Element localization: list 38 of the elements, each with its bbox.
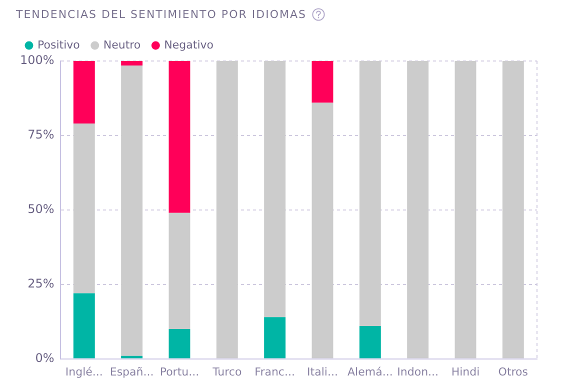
x-tick-label: Alemá... bbox=[348, 365, 393, 378]
y-tick-label: 0% bbox=[35, 350, 54, 365]
x-tick-label: Franc... bbox=[254, 365, 295, 378]
legend-label: Neutro bbox=[103, 38, 141, 52]
bar bbox=[73, 124, 95, 294]
bar bbox=[168, 61, 190, 213]
bar bbox=[264, 61, 286, 318]
bar bbox=[502, 61, 524, 358]
bar bbox=[359, 326, 381, 358]
x-tick-label: Turco bbox=[212, 365, 242, 378]
x-tick-label: Hindi bbox=[451, 365, 480, 378]
x-tick-label: Itali... bbox=[307, 365, 338, 378]
bar bbox=[454, 61, 476, 358]
y-tick-label: 75% bbox=[28, 128, 54, 142]
bar bbox=[312, 102, 334, 358]
x-tick-label: Portu... bbox=[160, 365, 200, 378]
bar bbox=[168, 329, 190, 358]
bar bbox=[121, 65, 143, 356]
bar bbox=[216, 61, 238, 358]
y-tick-label: 100% bbox=[20, 53, 54, 68]
legend-label: Positivo bbox=[38, 38, 80, 52]
x-tick-label: Indon... bbox=[397, 365, 439, 378]
bar bbox=[407, 61, 429, 358]
bar bbox=[359, 61, 381, 326]
bar bbox=[73, 61, 95, 124]
bar bbox=[121, 356, 143, 358]
x-tick-label: Otros bbox=[498, 365, 528, 378]
chart-title: TENDENCIAS DEL SENTIMIENTO POR IDIOMAS bbox=[16, 8, 306, 21]
bar bbox=[73, 293, 95, 358]
x-tick-label: Inglé... bbox=[65, 365, 103, 378]
bar bbox=[121, 61, 143, 66]
bar bbox=[264, 317, 286, 358]
y-tick-label: 25% bbox=[28, 276, 54, 290]
x-tick-label: Españ... bbox=[110, 365, 154, 378]
legend-label: Negativo bbox=[164, 38, 214, 52]
y-tick-label: 50% bbox=[28, 202, 54, 216]
bar bbox=[312, 61, 334, 103]
bar bbox=[168, 212, 190, 330]
